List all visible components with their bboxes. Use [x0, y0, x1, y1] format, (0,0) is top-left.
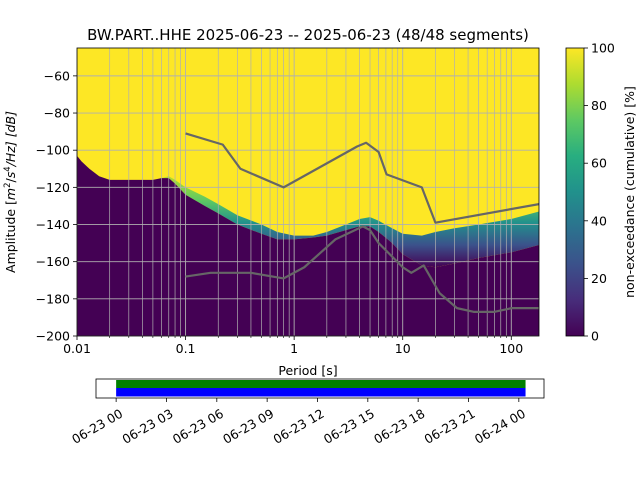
- noise-model-lines: [185, 132, 539, 313]
- coverage-bar-green: [116, 380, 526, 388]
- colorbar-tick-label: 40: [591, 213, 607, 228]
- y-tick-label: −160: [36, 254, 70, 269]
- colorbar-tick-label: 80: [591, 98, 607, 113]
- coverage-tick-label: 06-23 09: [220, 406, 276, 447]
- x-tick-label: 0.01: [63, 341, 91, 356]
- y-tick-label: −80: [44, 106, 70, 121]
- x-tick-label: 1: [290, 341, 298, 356]
- psd-fill-low: [77, 155, 539, 336]
- y-tick-label: −60: [44, 68, 70, 83]
- coverage-tick-label: 06-23 06: [170, 406, 226, 447]
- coverage-tick-label: 06-24 00: [472, 406, 528, 447]
- x-tick-label: 10: [395, 341, 411, 356]
- psd-transition-band: [77, 155, 539, 268]
- x-tick-label: 100: [499, 341, 523, 356]
- noise-model-high: [185, 132, 539, 224]
- grid: [77, 48, 539, 336]
- y-axis-label: Amplitude [m2/s4/Hz] [dB]: [3, 111, 18, 273]
- psd-plot: 0.01 0.1 1 10 100 −200 −180 −160 −140 −120 −100 −8…: [3, 47, 540, 378]
- y-tick-label: −120: [36, 180, 70, 195]
- colorbar-tick-label: 60: [591, 156, 607, 171]
- y-tick-label: −180: [36, 291, 70, 306]
- coverage-bar-blue: [116, 388, 526, 397]
- noise-model-low: [185, 225, 539, 313]
- coverage-tick-label: 06-23 21: [422, 406, 478, 447]
- coverage-tick-label: 06-23 03: [119, 406, 175, 447]
- y-tick-label: −100: [36, 143, 70, 158]
- coverage-tick-label: 06-23 00: [69, 406, 125, 447]
- y-tick-label: −140: [36, 217, 70, 232]
- coverage-tick-label: 06-23 12: [270, 406, 326, 447]
- chart-title: BW.PART..HHE 2025-06-23 -- 2025-06-23 (4…: [87, 26, 529, 44]
- colorbar-gradient: [565, 47, 585, 337]
- colorbar-tick-label: 20: [591, 271, 607, 286]
- colorbar: 0 20 40 60 80 100 non-exceedance (cumulative)…: [565, 41, 637, 344]
- y-axis-ticks: −200 −180 −160 −140 −120 −100 −80 −60: [36, 68, 77, 344]
- colorbar-tick-label: 0: [591, 329, 599, 344]
- coverage-tick-label: 06-23 15: [321, 406, 377, 447]
- x-tick-label: 0.1: [176, 341, 196, 356]
- colorbar-tick-label: 100: [591, 41, 615, 56]
- plot-frame: [76, 47, 540, 337]
- x-axis-label: Period [s]: [278, 363, 337, 378]
- x-axis-ticks: 0.01 0.1 1 10 100: [63, 336, 523, 356]
- colorbar-label: non-exceedance (cumulative) [%]: [622, 86, 637, 298]
- colorbar-ticks: 0 20 40 60 80 100: [584, 41, 615, 344]
- coverage-tick-label: 06-23 18: [371, 406, 427, 447]
- y-tick-label: −200: [36, 329, 70, 344]
